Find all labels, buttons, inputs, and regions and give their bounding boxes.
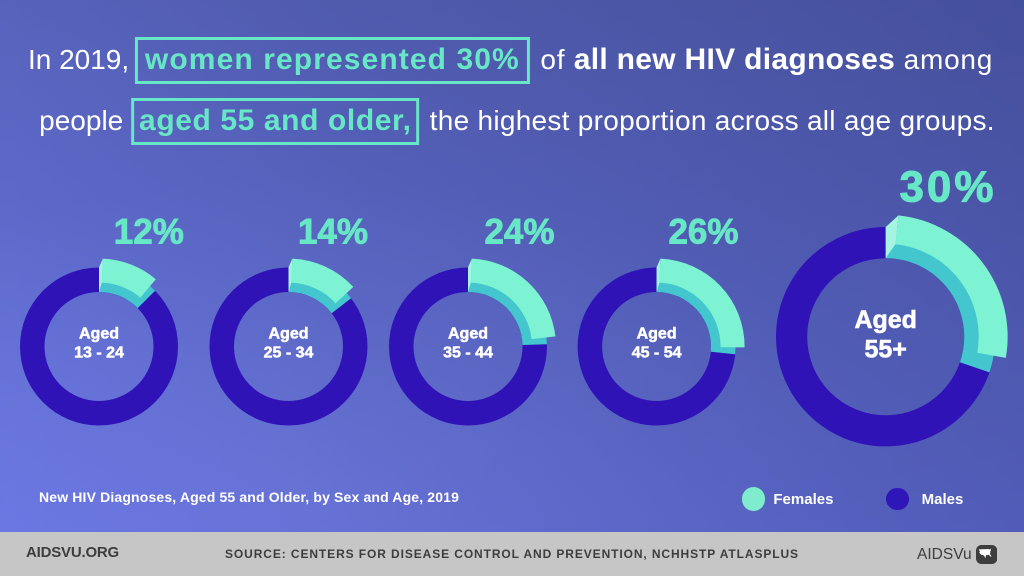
svg-text:13 - 24: 13 - 24: [74, 344, 124, 361]
svg-text:26%: 26%: [668, 212, 738, 251]
svg-text:25 - 34: 25 - 34: [264, 344, 314, 361]
svg-text:Aged: Aged: [269, 326, 309, 343]
svg-text:Aged: Aged: [854, 306, 917, 334]
svg-text:35 - 44: 35 - 44: [443, 344, 493, 361]
svg-text:30%: 30%: [899, 162, 996, 211]
svg-text:55+: 55+: [864, 335, 906, 363]
svg-text:45 - 54: 45 - 54: [632, 344, 682, 361]
svg-text:Aged: Aged: [637, 326, 677, 343]
svg-text:Aged: Aged: [448, 326, 488, 343]
svg-text:Aged: Aged: [79, 326, 119, 343]
svg-text:14%: 14%: [298, 212, 368, 251]
svg-text:24%: 24%: [484, 212, 554, 251]
svg-text:12%: 12%: [114, 212, 184, 251]
